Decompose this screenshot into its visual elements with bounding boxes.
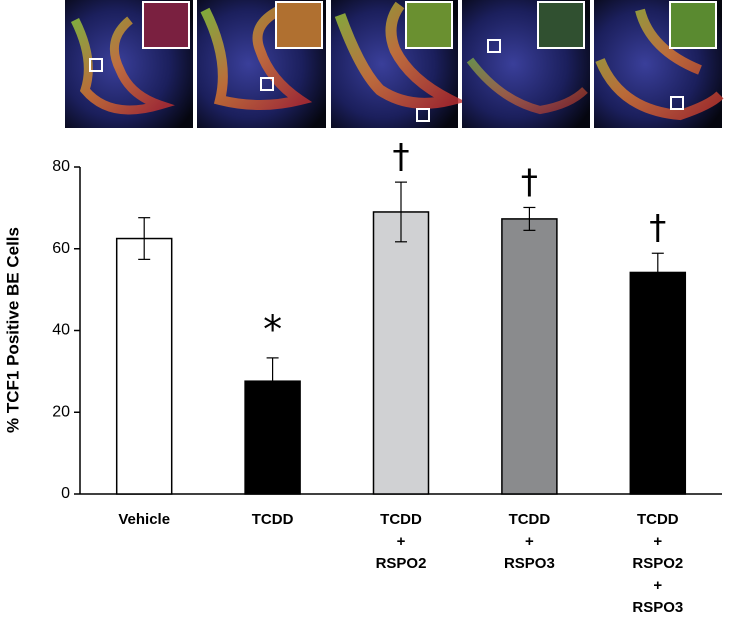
y-tick-label: 0 bbox=[61, 485, 70, 502]
significance-marker: † bbox=[393, 137, 410, 177]
x-tick-label: RSPO2 bbox=[376, 555, 427, 572]
micrograph bbox=[65, 0, 193, 128]
y-tick-label: 80 bbox=[52, 158, 70, 175]
micrograph bbox=[462, 0, 590, 128]
error-bar bbox=[395, 181, 407, 243]
x-tick-label: + bbox=[397, 533, 406, 550]
x-tick-label: Vehicle bbox=[118, 511, 170, 528]
bar bbox=[115, 237, 173, 495]
error-bar bbox=[266, 357, 279, 406]
micrograph bbox=[331, 0, 466, 128]
x-tick-label: RSPO3 bbox=[632, 599, 683, 616]
error-bar bbox=[651, 252, 664, 293]
y-axis-label: % TCF1 Positive BE Cells bbox=[3, 227, 22, 433]
significance-marker: † bbox=[649, 208, 666, 248]
x-tick-label: TCDD bbox=[509, 511, 551, 528]
x-tick-label: TCDD bbox=[252, 511, 294, 528]
micrograph bbox=[197, 0, 326, 128]
x-tick-label: TCDD bbox=[637, 511, 679, 528]
micrograph-strip bbox=[65, 0, 724, 128]
x-tick-label: RSPO2 bbox=[632, 555, 683, 572]
bar bbox=[501, 218, 558, 495]
x-tick-label: RSPO3 bbox=[504, 555, 555, 572]
x-tick-label: + bbox=[525, 533, 534, 550]
bar bbox=[629, 271, 687, 495]
y-tick-label: 40 bbox=[52, 322, 70, 339]
error-bar bbox=[138, 217, 151, 260]
x-tick-label: + bbox=[653, 533, 662, 550]
y-tick-label: 60 bbox=[52, 240, 70, 257]
error-bar bbox=[523, 206, 536, 231]
significance-marker: * bbox=[263, 307, 282, 351]
y-tick-label: 20 bbox=[52, 403, 70, 420]
micrograph bbox=[594, 0, 724, 128]
bar bbox=[372, 211, 430, 495]
x-tick-label: + bbox=[653, 577, 662, 594]
significance-marker: † bbox=[521, 162, 538, 202]
x-tick-label: TCDD bbox=[380, 511, 422, 528]
